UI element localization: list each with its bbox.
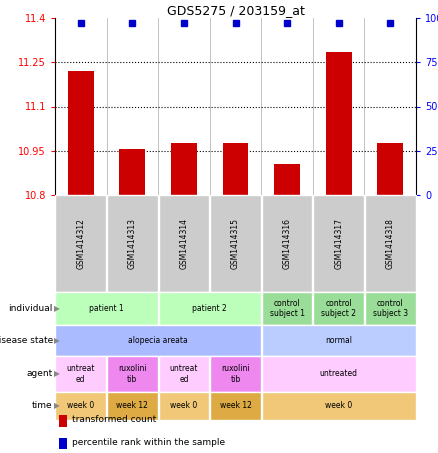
Text: control
subject 2: control subject 2 — [321, 299, 356, 318]
Text: individual: individual — [8, 304, 53, 313]
Text: transformed count: transformed count — [72, 415, 156, 424]
Text: GSM1414317: GSM1414317 — [334, 218, 343, 269]
Text: GSM1414312: GSM1414312 — [76, 218, 85, 269]
Text: GSM1414314: GSM1414314 — [180, 218, 188, 269]
Bar — [171, 144, 197, 195]
Text: untreated: untreated — [320, 370, 358, 379]
Text: untreat
ed: untreat ed — [67, 364, 95, 384]
Text: ▶: ▶ — [54, 336, 60, 345]
Text: ▶: ▶ — [54, 370, 60, 379]
Text: week 0: week 0 — [325, 401, 352, 410]
Text: patient 1: patient 1 — [89, 304, 124, 313]
Bar — [326, 52, 352, 195]
Text: ▶: ▶ — [54, 401, 60, 410]
Bar — [377, 144, 403, 195]
Text: GSM1414313: GSM1414313 — [128, 218, 137, 269]
Bar — [223, 144, 248, 195]
Text: GSM1414315: GSM1414315 — [231, 218, 240, 269]
Title: GDS5275 / 203159_at: GDS5275 / 203159_at — [166, 4, 304, 17]
Bar — [274, 164, 300, 195]
Text: control
subject 1: control subject 1 — [269, 299, 304, 318]
Text: ▶: ▶ — [54, 304, 60, 313]
Text: week 12: week 12 — [117, 401, 148, 410]
Text: percentile rank within the sample: percentile rank within the sample — [72, 438, 225, 447]
Text: alopecia areata: alopecia areata — [128, 336, 188, 345]
Bar — [68, 71, 94, 195]
Text: agent: agent — [27, 370, 53, 379]
Bar — [120, 149, 145, 195]
Text: week 0: week 0 — [170, 401, 198, 410]
Text: ruxolini
tib: ruxolini tib — [118, 364, 147, 384]
Text: week 12: week 12 — [219, 401, 251, 410]
Text: control
subject 3: control subject 3 — [373, 299, 408, 318]
Text: disease state: disease state — [0, 336, 53, 345]
Text: patient 2: patient 2 — [192, 304, 227, 313]
Text: untreat
ed: untreat ed — [170, 364, 198, 384]
Text: ruxolini
tib: ruxolini tib — [221, 364, 250, 384]
Text: time: time — [32, 401, 53, 410]
Text: week 0: week 0 — [67, 401, 95, 410]
Text: GSM1414316: GSM1414316 — [283, 218, 292, 269]
Text: GSM1414318: GSM1414318 — [386, 218, 395, 269]
Text: normal: normal — [325, 336, 352, 345]
